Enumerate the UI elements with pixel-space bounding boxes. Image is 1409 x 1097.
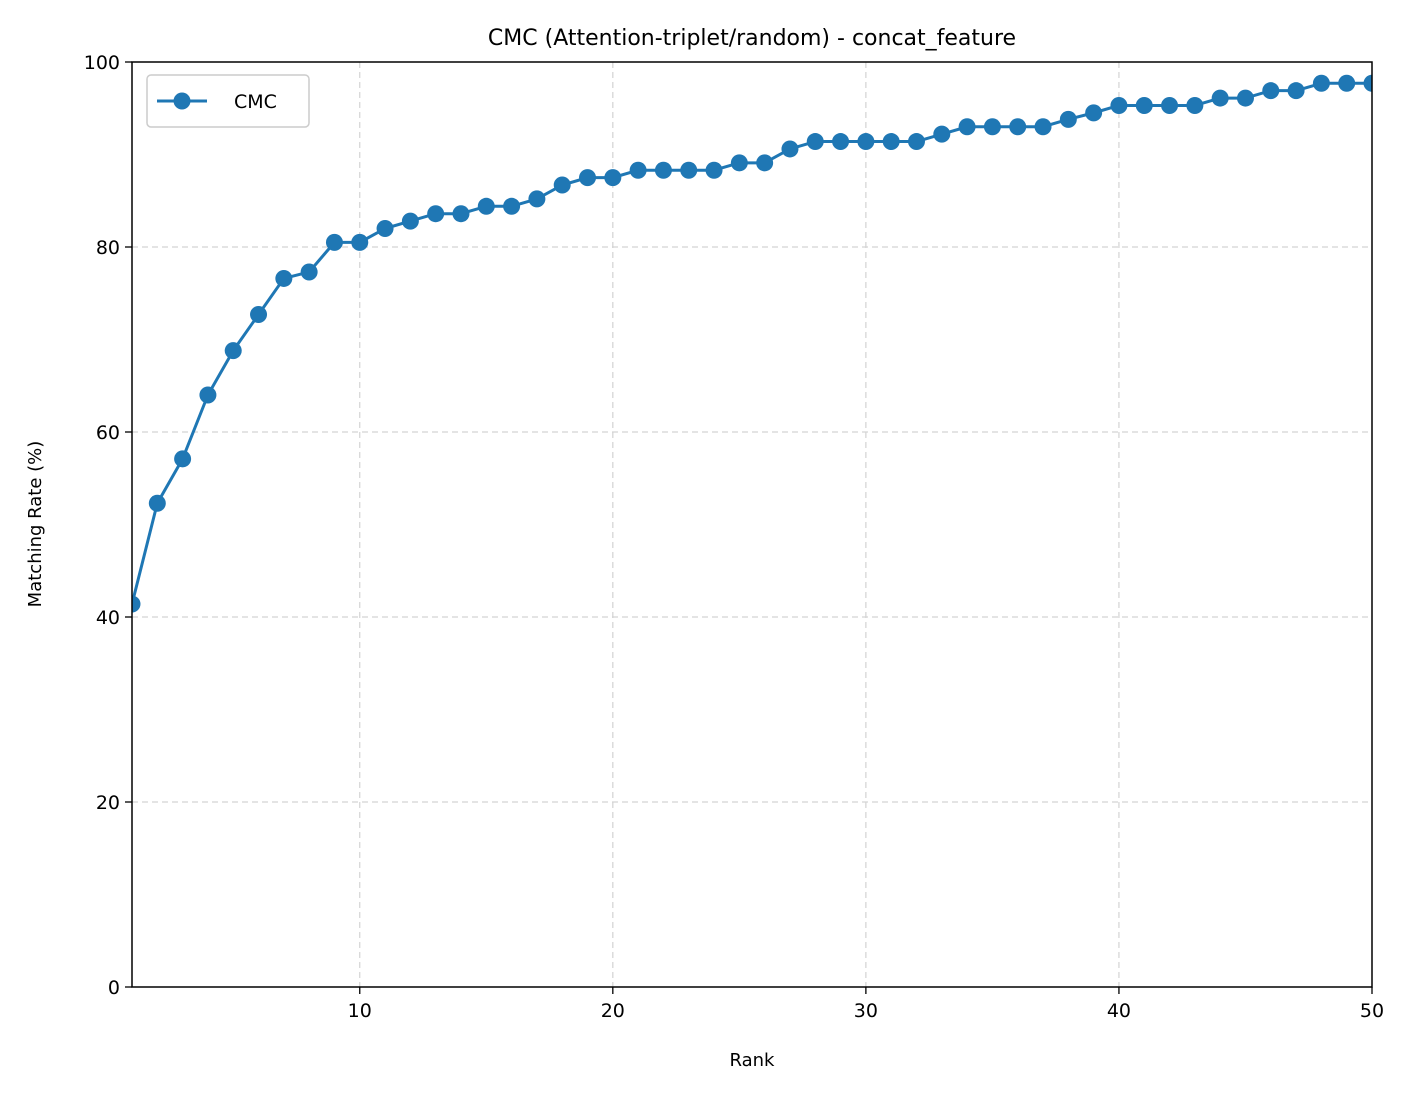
data-point: [250, 306, 268, 324]
data-point: [427, 205, 445, 223]
data-point: [1110, 96, 1128, 114]
data-point: [1085, 104, 1103, 122]
legend-dot-marker: [173, 92, 191, 110]
data-point: [1211, 89, 1229, 107]
data-point: [983, 118, 1001, 136]
y-tick-label: 100: [84, 52, 120, 74]
data-point: [401, 212, 419, 230]
data-point: [781, 140, 799, 158]
data-point: [629, 161, 647, 179]
data-point: [806, 133, 824, 151]
y-tick-label: 80: [96, 237, 120, 259]
series-group: [132, 74, 1372, 613]
data-point: [199, 386, 217, 404]
chart-title: CMC (Attention-triplet/random) - concat_…: [488, 26, 1016, 51]
data-point: [882, 133, 900, 151]
data-point: [174, 450, 192, 468]
data-point: [730, 154, 748, 172]
data-point: [1312, 74, 1330, 92]
data-point: [907, 133, 925, 151]
data-point: [376, 220, 394, 237]
legend-box: [146, 74, 310, 128]
data-point: [132, 595, 141, 613]
x-tick-label: 30: [854, 1000, 878, 1022]
data-point: [857, 133, 875, 151]
y-axis-label: Matching Rate (%): [25, 441, 46, 608]
data-point: [1009, 118, 1027, 136]
series-layer: [132, 74, 1372, 613]
data-point: [503, 197, 521, 215]
data-point: [680, 161, 698, 179]
data-point: [351, 233, 369, 251]
data-point: [1338, 74, 1356, 92]
y-tick-label: 60: [96, 422, 120, 444]
grid: [132, 62, 1372, 987]
y-tick-label: 40: [96, 607, 120, 629]
data-point: [275, 269, 293, 287]
y-tick-label: 20: [96, 792, 120, 814]
data-point: [224, 342, 242, 360]
legend-label-cmc: CMC: [234, 91, 277, 113]
data-point: [654, 161, 672, 179]
data-point: [1059, 110, 1077, 128]
data-point: [1262, 82, 1280, 100]
data-point: [832, 133, 850, 151]
data-point: [1186, 96, 1204, 114]
data-point: [528, 190, 546, 208]
x-tick-label: 50: [1360, 1000, 1384, 1022]
plot-frame: [131, 61, 1373, 988]
data-point: [1161, 96, 1179, 114]
data-point: [325, 233, 343, 251]
data-point: [300, 263, 318, 281]
x-tick-label: 40: [1107, 1000, 1131, 1022]
x-tick-label: 10: [348, 1000, 372, 1022]
legend: CMC: [146, 74, 310, 128]
data-point: [705, 161, 723, 179]
data-point: [1135, 96, 1153, 114]
data-point: [477, 197, 495, 215]
x-tick-label: 20: [601, 1000, 625, 1022]
data-point: [756, 154, 774, 172]
data-point: [1287, 82, 1305, 100]
x-axis-label: Rank: [730, 1050, 776, 1071]
axis-ticks: 10 20 30 40 50 0 20 40 60 80 100: [84, 52, 1384, 1022]
data-point: [958, 118, 976, 136]
data-point: [579, 169, 597, 187]
data-point: [1363, 74, 1372, 92]
data-point: [933, 125, 951, 143]
y-tick-label: 0: [108, 977, 120, 999]
data-point: [553, 176, 571, 194]
data-point: [604, 169, 622, 187]
data-point: [1236, 89, 1254, 107]
data-point: [1034, 118, 1052, 136]
data-point: [148, 494, 166, 512]
data-point: [452, 205, 470, 223]
